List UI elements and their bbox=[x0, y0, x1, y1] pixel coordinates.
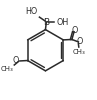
Text: O: O bbox=[71, 26, 78, 35]
Text: O: O bbox=[76, 37, 82, 46]
Text: O: O bbox=[13, 56, 19, 65]
Text: CH₃: CH₃ bbox=[72, 49, 85, 55]
Text: B: B bbox=[43, 18, 49, 27]
Text: OH: OH bbox=[56, 18, 68, 27]
Text: CH₃: CH₃ bbox=[0, 66, 13, 72]
Text: HO: HO bbox=[26, 7, 38, 16]
